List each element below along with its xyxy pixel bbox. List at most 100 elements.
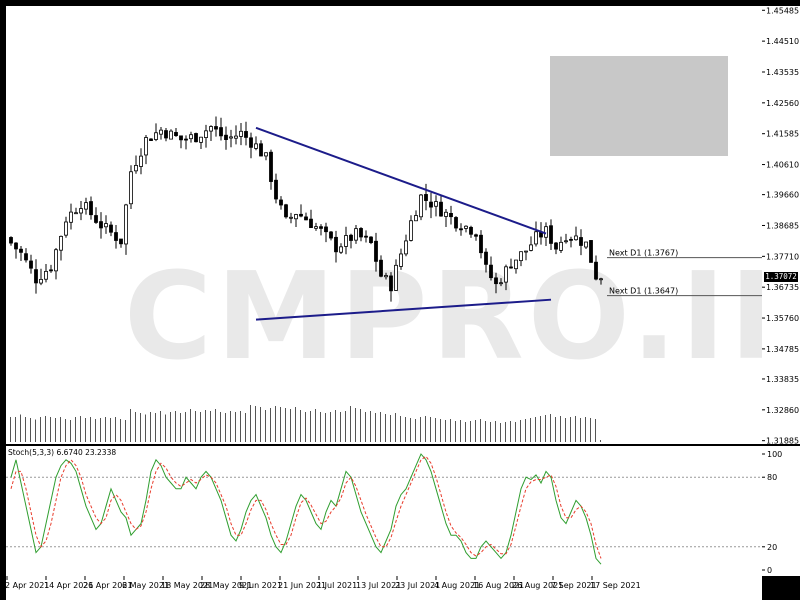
candle-body [374, 240, 378, 262]
candle-body [29, 260, 33, 269]
price-chart-svg[interactable]: CMPRO.IR Next D1 (1.3767) Next D1 (1.3647… [6, 6, 762, 444]
candle-body [449, 213, 453, 218]
stochastic-signal-line [10, 455, 602, 559]
candle-body [39, 278, 43, 284]
time-tick-label: 26 Aug 2021 [512, 581, 563, 590]
stochastic-scale-svg: 0 20 80 100 [762, 450, 782, 575]
candle-body [44, 270, 48, 280]
volume-bar [345, 411, 346, 442]
time-axis[interactable]: 2 Apr 2021 14 Apr 2021 26 Apr 2021 6 May 20… [6, 576, 762, 600]
candle-body [14, 242, 18, 250]
candle-body [94, 215, 98, 223]
candle-body [469, 226, 473, 235]
volume-bar [30, 418, 31, 442]
time-tick-label: 7 Sep 2021 [551, 581, 597, 590]
volume-bar [495, 421, 496, 442]
time-tick-label: 26 Apr 2021 [83, 581, 132, 590]
candle-body [279, 199, 283, 206]
candle-body [109, 224, 113, 233]
candle-body [414, 215, 418, 222]
volume-bar [75, 417, 76, 442]
candle-body [494, 277, 498, 285]
candle-body [64, 221, 68, 236]
candle-body [229, 136, 233, 139]
candle-body [259, 143, 263, 157]
volume-bar [350, 406, 351, 442]
time-tick-label: 1 Jul 2021 [317, 581, 357, 590]
candle-body [139, 155, 143, 167]
price-tick-label: 1.32860 [766, 406, 799, 415]
volume-bar [180, 413, 181, 442]
volume-bar [50, 417, 51, 442]
volume-bar [455, 421, 456, 442]
candle-body [274, 179, 278, 200]
time-tick-label: 16 Aug 2021 [473, 581, 524, 590]
volume-bar [560, 416, 561, 442]
candle-body [214, 126, 218, 130]
stochastic-chart-svg [6, 453, 762, 565]
volume-bar [275, 406, 276, 442]
candle-body [569, 238, 573, 241]
volume-bar [340, 412, 341, 442]
price-scale[interactable]: 1.31885 1.32860 1.33835 1.34785 1.35760 1.367… [762, 6, 800, 444]
upper-trendline[interactable] [255, 126, 547, 235]
candle-body [389, 275, 393, 292]
volume-bars [10, 405, 601, 442]
candle-body [394, 264, 398, 291]
volume-bar [255, 406, 256, 442]
price-tick-label: 1.37710 [766, 252, 799, 261]
candle-body [479, 234, 483, 254]
volume-bar [540, 416, 541, 442]
volume-bar [355, 408, 356, 442]
volume-bar [505, 422, 506, 442]
volume-bar [445, 420, 446, 442]
time-tick-label: 9 Jun 2021 [239, 581, 282, 590]
volume-bar [330, 412, 331, 442]
volume-bar [245, 413, 246, 442]
volume-bar [500, 423, 501, 442]
candle-body [564, 240, 568, 243]
time-tick-label: 21 Jun 2021 [278, 581, 326, 590]
candle-body [219, 127, 223, 137]
volume-bar [515, 422, 516, 442]
volume-bar [80, 416, 81, 442]
volume-bar [125, 420, 126, 442]
trendlines[interactable] [255, 126, 552, 321]
volume-bar [215, 409, 216, 442]
candle-body [404, 240, 408, 255]
volume-bar [130, 409, 131, 442]
candle-body [499, 282, 503, 285]
volume-bar [425, 416, 426, 442]
candle-body [409, 220, 413, 241]
volume-bar [600, 440, 601, 442]
lower-trendline[interactable] [255, 298, 552, 321]
stochastic-tick-label: 20 [767, 543, 777, 552]
stochastic-panel[interactable]: Stoch(5,3,3) 6.6740 23.2338 [6, 446, 762, 576]
volume-bar [15, 417, 16, 442]
candle-body [234, 135, 238, 139]
candle-body [254, 143, 258, 149]
candle-body [284, 204, 288, 218]
candle-body [19, 248, 23, 253]
candle-body [9, 237, 13, 244]
candle-body [579, 237, 583, 246]
time-tick-label: 4 Aug 2021 [434, 581, 480, 590]
volume-bar [65, 419, 66, 442]
stochastic-title: Stoch(5,3,3) 6.6740 23.2338 [8, 448, 117, 457]
candle-body [174, 132, 178, 137]
volume-bar [400, 416, 401, 442]
volume-bar [365, 412, 366, 442]
stochastic-main-line [10, 453, 602, 565]
candle-body [324, 226, 328, 233]
price-tick-label: 1.45485 [766, 6, 799, 15]
price-panel[interactable]: CMPRO.IR Next D1 (1.3767) Next D1 (1.3647… [6, 6, 762, 444]
volume-bar [210, 411, 211, 442]
candle-body [349, 234, 353, 241]
candle-body [59, 235, 63, 251]
stochastic-tick-label: 100 [767, 450, 782, 459]
price-tick-label: 1.40610 [766, 161, 799, 170]
candle-body [589, 240, 593, 263]
candle-body [74, 212, 78, 215]
volume-bar [315, 409, 316, 442]
volume-bar [95, 419, 96, 442]
